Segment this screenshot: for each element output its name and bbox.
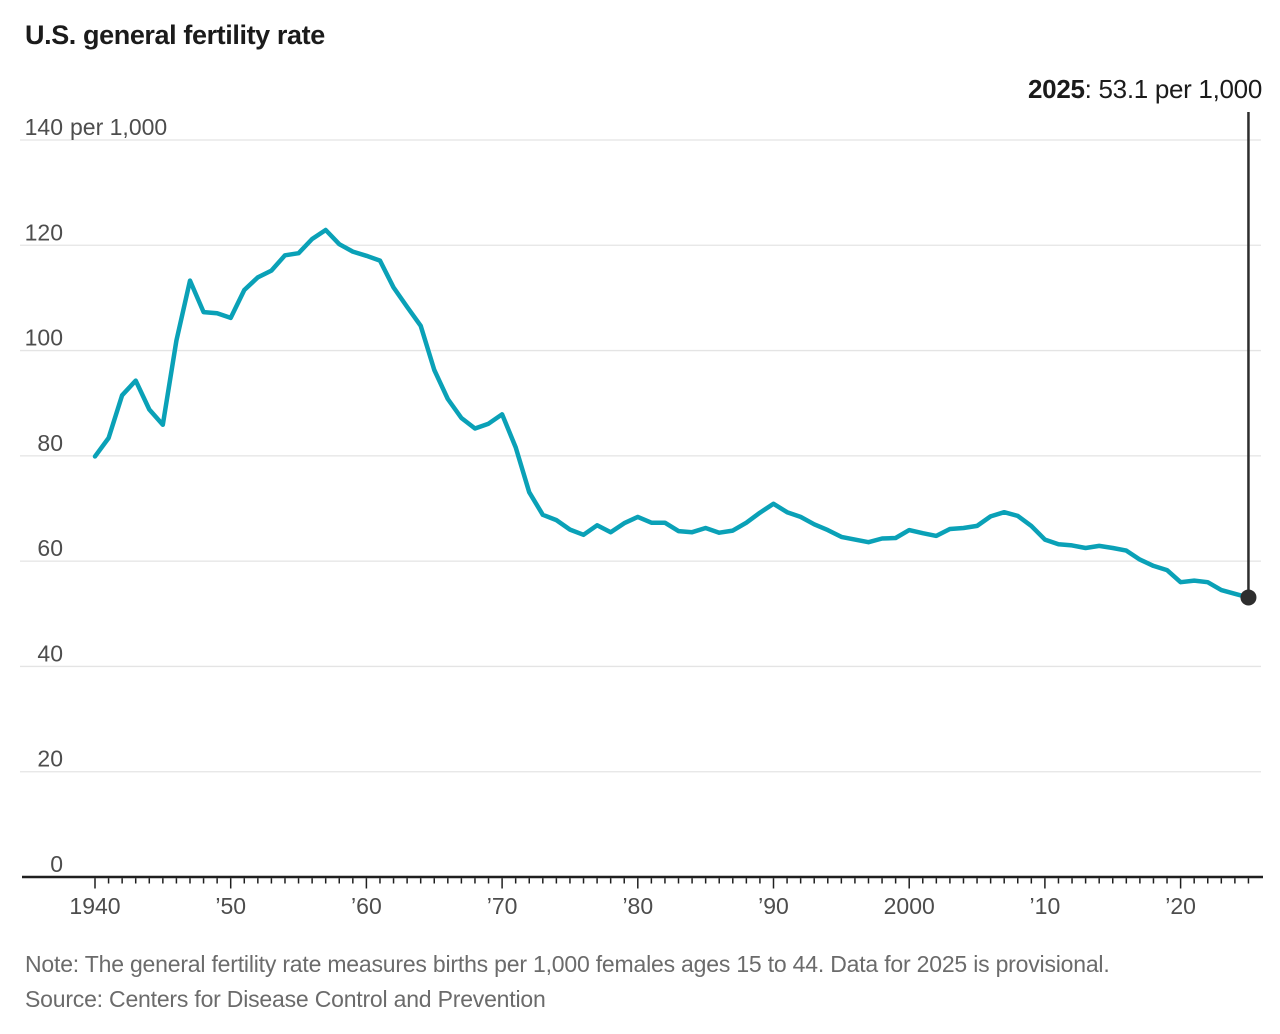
x-tick-label-2000: 2000 <box>884 893 935 919</box>
chart-source: Source: Centers for Disease Control and … <box>25 986 546 1012</box>
chart-title: U.S. general fertility rate <box>25 20 325 50</box>
endpoint-annotation: 2025: 53.1 per 1,000 <box>1028 74 1262 105</box>
y-axis-labels: 0 20 40 60 80 100 120 140 per 1,000 <box>25 114 168 877</box>
endpoint-annotation-value: : 53.1 per 1,000 <box>1084 74 1263 104</box>
y-tick-label-120: 120 <box>25 219 63 245</box>
y-tick-label-0: 0 <box>50 851 63 877</box>
y-tick-label-100: 100 <box>25 325 63 351</box>
x-tick-label-1980: ’80 <box>622 893 653 919</box>
y-tick-label-140: 140 <box>25 114 63 140</box>
y-tick-label-20: 20 <box>37 746 63 772</box>
chart-note: Note: The general fertility rate measure… <box>25 951 1110 977</box>
x-tick-label-1940: 1940 <box>69 893 120 919</box>
x-axis-labels: 1940 ’50 ’60 ’70 ’80 ’90 2000 ’10 ’20 <box>69 893 1196 919</box>
x-axis-ticks <box>94 878 1250 889</box>
x-tick-label-1950: ’50 <box>215 893 246 919</box>
y-tick-label-40: 40 <box>37 640 63 666</box>
fertility-rate-line <box>92 227 1251 600</box>
y-axis-unit-label: per 1,000 <box>70 114 167 140</box>
y-tick-label-80: 80 <box>37 430 63 456</box>
x-tick-label-1960: ’60 <box>351 893 382 919</box>
endpoint-marker-dot <box>1240 589 1257 606</box>
y-tick-label-60: 60 <box>37 535 63 561</box>
x-tick-label-1970: ’70 <box>487 893 518 919</box>
gridlines <box>20 139 1261 773</box>
x-tick-label-2010: ’10 <box>1030 893 1061 919</box>
endpoint-annotation-year: 2025 <box>1028 74 1085 104</box>
x-tick-label-1990: ’90 <box>758 893 789 919</box>
x-tick-label-2020: ’20 <box>1165 893 1196 919</box>
